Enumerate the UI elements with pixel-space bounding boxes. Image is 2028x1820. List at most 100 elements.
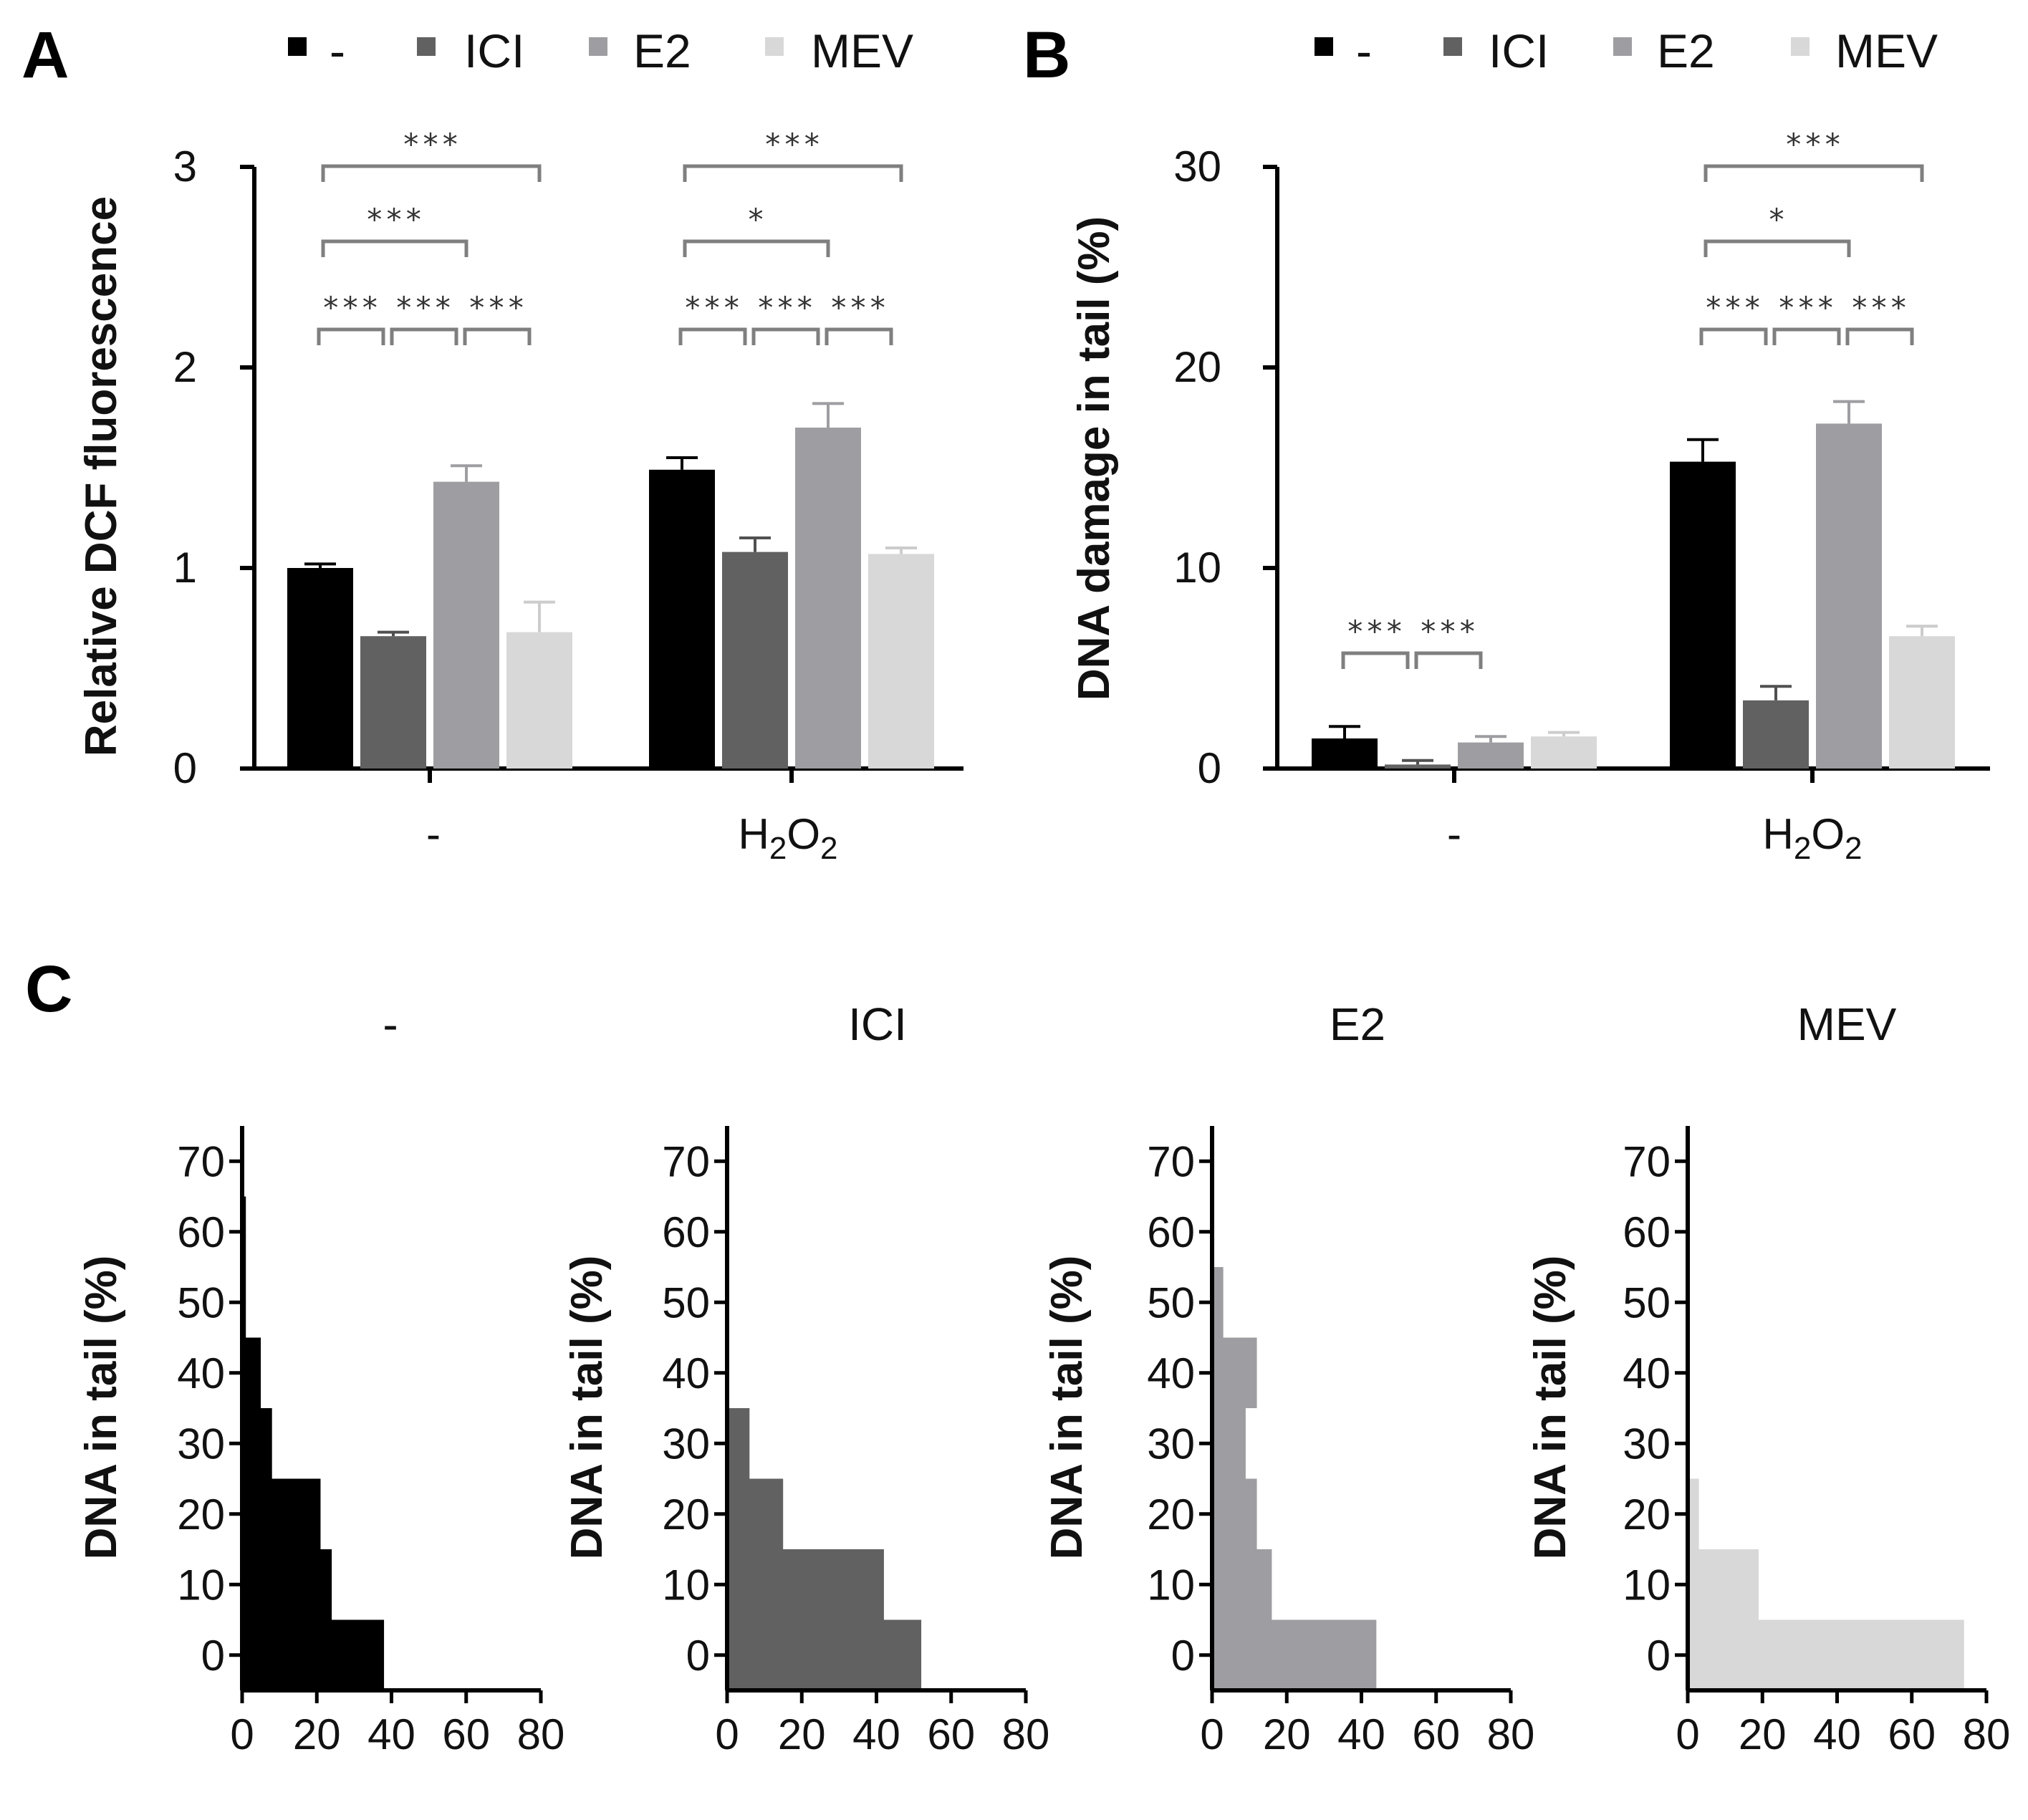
histogram-xtick-label: 80 bbox=[517, 1710, 565, 1758]
histogram-xtick-label: 80 bbox=[1487, 1710, 1535, 1758]
histogram-ytick-label: 20 bbox=[1147, 1491, 1195, 1539]
panel-a-sig-label: *** bbox=[395, 290, 453, 325]
panel-a-ytick-3: 3 bbox=[173, 143, 197, 191]
histogram-xtick-label: 20 bbox=[778, 1710, 826, 1758]
histogram-bar-ici-0 bbox=[727, 1619, 922, 1690]
histogram-title-ctrl: - bbox=[383, 998, 398, 1050]
panel-a-sig-bracket bbox=[683, 164, 903, 182]
histogram-ytick-label: 10 bbox=[177, 1561, 225, 1609]
histogram-ytick-label: 70 bbox=[662, 1137, 710, 1185]
panel-b-bar-e2-0 bbox=[1458, 742, 1524, 769]
legend-a-label-mev: MEV bbox=[811, 24, 913, 77]
h2o2-o: O bbox=[787, 810, 820, 858]
panel-a-sig-label: *** bbox=[683, 290, 742, 325]
panel-a-bar-e2-0 bbox=[433, 481, 499, 769]
histogram-ici: ICI DNA in tail (%) 0 10 20 30 40 50 60 70 0 20 40 60… bbox=[562, 998, 1049, 1758]
legend-b-swatch-mev bbox=[1791, 37, 1810, 56]
histogram-xtick-label: 0 bbox=[230, 1710, 254, 1758]
panel-a-sig-label: * bbox=[746, 202, 766, 237]
histogram-xtick-label: 20 bbox=[1263, 1710, 1311, 1758]
panel-a-bar-ctrl-0 bbox=[287, 568, 353, 769]
histogram-ytick-label: 50 bbox=[662, 1279, 710, 1327]
histogram-bar-ici-20 bbox=[727, 1478, 784, 1549]
histogram-ytick-label: 50 bbox=[1147, 1279, 1195, 1327]
panel-a-sig-label: *** bbox=[322, 290, 380, 325]
histogram-bar-e2-10 bbox=[1212, 1549, 1272, 1620]
histogram-bar-ctrl-0 bbox=[242, 1619, 385, 1690]
panel-b-bar-ici-0 bbox=[1385, 764, 1451, 769]
panel-b-ylabel: DNA damage in tail (%) bbox=[1070, 216, 1119, 700]
panel-b-bar-ctrl-0 bbox=[1312, 738, 1378, 769]
panel-a-sig-bracket bbox=[463, 327, 532, 345]
histogram-ylabel-mev: DNA in tail (%) bbox=[1526, 1256, 1575, 1560]
legend-a-swatch-ctrl bbox=[288, 37, 307, 56]
histogram-bar-ctrl-10 bbox=[242, 1549, 332, 1620]
panel-a-sig-bracket bbox=[390, 327, 458, 345]
histogram-ytick-label: 0 bbox=[201, 1632, 225, 1680]
legend-b-label-ctrl: - bbox=[1356, 24, 1372, 77]
histogram-ytick-label: 60 bbox=[662, 1208, 710, 1256]
legend-b-swatch-e2 bbox=[1613, 37, 1632, 56]
panel-a-sig-label: *** bbox=[402, 127, 461, 162]
panel-a-bar-ici-0 bbox=[360, 636, 426, 769]
panel-a-letter: A bbox=[21, 19, 69, 92]
histogram-ytick-label: 60 bbox=[1147, 1208, 1195, 1256]
histogram-xtick-label: 20 bbox=[293, 1710, 341, 1758]
panel-b-sig-bracket bbox=[1414, 651, 1483, 669]
histogram-ytick-label: 10 bbox=[662, 1561, 710, 1609]
histogram-xtick-label: 60 bbox=[1888, 1710, 1936, 1758]
legend-b-label-e2: E2 bbox=[1657, 24, 1715, 77]
panel-b-sig-label: *** bbox=[1346, 614, 1405, 649]
legend-a-label-ici: ICI bbox=[464, 24, 524, 77]
panel-a-sig-bracket bbox=[683, 239, 830, 257]
legend-a-swatch-ici bbox=[417, 37, 436, 56]
panel-b-category-ctrl: - bbox=[1447, 810, 1461, 858]
histogram-ytick-label: 20 bbox=[1623, 1491, 1671, 1539]
histogram-ytick-label: 30 bbox=[1147, 1420, 1195, 1468]
legend-b-label-mev: MEV bbox=[1835, 24, 1938, 77]
histogram-ytick-label: 10 bbox=[1623, 1561, 1671, 1609]
panel-b-sig-label: *** bbox=[1784, 127, 1843, 162]
legend-b-label-ici: ICI bbox=[1489, 24, 1549, 77]
histogram-bar-ici-10 bbox=[727, 1549, 884, 1620]
panel-b-bar-ctrl-1 bbox=[1670, 461, 1736, 769]
panel-a-ytick-0: 0 bbox=[173, 744, 197, 792]
histogram-title-ici: ICI bbox=[848, 998, 907, 1050]
histogram-xtick-label: 80 bbox=[1963, 1710, 2011, 1758]
panel-a-sig-bracket bbox=[825, 327, 893, 345]
panel-b-sig-bracket bbox=[1699, 327, 1768, 345]
panel-c-letter: C bbox=[25, 953, 72, 1026]
histogram-ylabel-e2: DNA in tail (%) bbox=[1042, 1256, 1092, 1560]
panel-a-bar-mev-1 bbox=[868, 554, 934, 769]
panel-b-sig-bracket bbox=[1703, 239, 1851, 257]
panel-a-bar-ici-1 bbox=[722, 552, 788, 769]
histogram-bar-e2-0 bbox=[1212, 1619, 1377, 1690]
histogram-ytick-label: 40 bbox=[662, 1349, 710, 1397]
histogram-ytick-label: 30 bbox=[662, 1420, 710, 1468]
panel-a-sig-bracket bbox=[321, 239, 468, 257]
panel-a-sig-label: *** bbox=[764, 127, 822, 162]
histogram-ytick-label: 0 bbox=[686, 1632, 710, 1680]
panel-b-bar-mev-0 bbox=[1531, 736, 1597, 769]
panel-b-ytick-1: 10 bbox=[1173, 544, 1221, 592]
histogram-mev: MEV DNA in tail (%) 0 10 20 30 40 50 60 70 0 20 40 60… bbox=[1526, 998, 2010, 1758]
histogram-ytick-label: 10 bbox=[1147, 1561, 1195, 1609]
histogram-ytick-label: 0 bbox=[1647, 1632, 1671, 1680]
histogram-bar-e2-50 bbox=[1212, 1267, 1224, 1338]
panel-a-ylabel: Relative DCF fluorescence bbox=[77, 196, 126, 756]
histogram-ytick-label: 70 bbox=[1623, 1137, 1671, 1185]
histogram-ytick-label: 60 bbox=[1623, 1208, 1671, 1256]
histogram-ytick-label: 50 bbox=[1623, 1279, 1671, 1327]
panel-b-ytick-0: 0 bbox=[1198, 744, 1221, 792]
histogram-xtick-label: 60 bbox=[927, 1710, 975, 1758]
panel-b-category-h2o2: H2O2 bbox=[1763, 810, 1863, 866]
panel-a-ytick-2: 2 bbox=[173, 343, 197, 391]
panel-b-letter: B bbox=[1023, 19, 1070, 92]
panel-b-sig-bracket bbox=[1703, 164, 1924, 182]
panel-b-bar-e2-1 bbox=[1816, 423, 1882, 769]
panel-b-bar-ici-1 bbox=[1743, 700, 1809, 769]
panel-a-bar-ctrl-1 bbox=[649, 469, 715, 769]
histogram-ytick-label: 0 bbox=[1171, 1632, 1195, 1680]
panel-b-sig-label: *** bbox=[1704, 290, 1763, 325]
